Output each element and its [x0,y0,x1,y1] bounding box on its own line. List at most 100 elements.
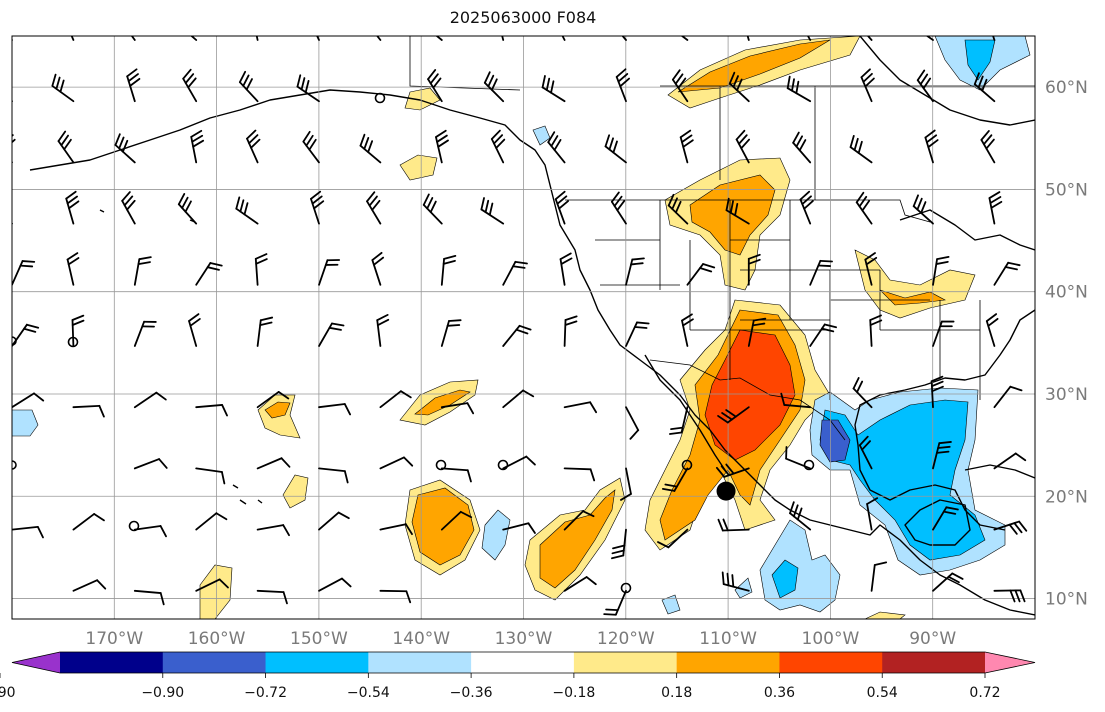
wind-barb [133,256,152,286]
wind-barb [669,406,689,435]
wind-barb [72,579,107,592]
lon-tick-label: 140°W [392,629,450,649]
wind-barb [496,36,505,41]
wind-barb [440,467,472,483]
wind-barb [860,68,875,103]
wind-barb [735,129,751,164]
field-positive-greatlakes-orange [879,289,946,306]
wind-barb [318,511,350,531]
lat-tick-label: 10°N [1045,590,1088,610]
lon-tick-label: 160°W [188,629,246,649]
colorbar-segment [265,652,369,673]
wind-barb [924,129,939,164]
coastline-cuba [964,464,1035,479]
longitude-labels: 170°W 160°W 150°W 140°W 130°W 120°W 110°W 100°W… [85,629,956,649]
wind-barb [480,197,505,225]
gridlines [12,36,1035,619]
wind-barb [661,467,689,492]
colorbar-segment [60,652,164,673]
wind-barb [747,317,767,347]
wind-barb [993,520,1028,535]
wind-barb [932,572,964,592]
wind-barb [310,190,325,225]
border-states [595,85,1035,400]
wind-barb [12,323,40,347]
wind-barb [671,69,689,103]
wind-barb [440,402,475,415]
wind-barb [502,260,528,286]
calm-circle [12,336,17,346]
wind-barb [363,36,382,41]
wind-barb [66,252,80,286]
wind-barb [502,324,532,347]
colorbar-tick-label: −0.72 [244,685,287,701]
wind-barb [238,70,259,103]
wind-barb [988,191,1003,225]
wind-barb [547,131,566,164]
lon-tick-label: 100°W [802,629,860,649]
colorbar-segment [368,652,472,673]
wind-barb [177,193,198,225]
wind-barb [366,191,382,225]
wind-barb [747,253,761,286]
wind-barb [12,525,44,539]
wind-barb [256,391,290,409]
wind-barb [667,193,689,225]
wind-barb [376,313,390,347]
wind-barb [563,467,596,482]
wind-barb [912,194,934,225]
wind-barb [256,589,288,605]
calm-circle [803,459,815,471]
wind-barb [796,36,812,41]
wind-barb [870,561,888,592]
wind-barb [785,446,812,470]
wind-barb [930,375,944,409]
wind-barb [985,313,999,347]
wind-barb [932,441,952,470]
wind-barb [681,313,694,347]
field-positive-pacific-3-orange [414,389,471,416]
colorbar-tick-label: 0.54 [867,685,898,701]
wind-barb [993,261,1021,286]
colorbar-tick-label: −0.18 [552,685,595,701]
calm-circle [374,92,386,104]
wind-barb [604,134,627,164]
lat-tick-label: 20°N [1045,487,1088,507]
wind-barb [780,392,812,409]
wind-barb [603,589,627,616]
field-negative-hudson-mid [964,39,996,81]
wind-barb [379,456,414,470]
wind-barb [620,467,632,501]
wind-barb [72,404,105,418]
colorbar-segment [779,652,883,673]
wind-barb [910,36,934,41]
wind-barb [563,576,597,592]
wind-barb [126,68,141,103]
wind-barb [302,130,320,164]
wind-barb [182,68,198,103]
wind-barb [932,506,959,531]
colorbar-outline [11,651,1036,674]
wind-barb [12,260,36,286]
wind-barb [440,510,473,531]
wind-barb [422,193,443,225]
calm-circle [67,336,79,348]
colorbar [11,651,1036,674]
wind-barb [62,36,75,41]
wind-barb [551,36,566,41]
wind-barb [440,254,457,286]
colorbar-tick-label: −0.36 [450,685,493,701]
calm-circles [12,92,815,594]
wind-barb [740,36,750,41]
lat-tick-label: 30°N [1045,385,1088,405]
colorbar-segment [471,652,575,673]
wind-barb [799,190,814,225]
wind-barb [195,512,228,531]
wind-barb [625,406,640,440]
wind-barb [114,133,136,164]
coastline-aleutians [99,209,263,505]
field-negative-mid [481,509,511,561]
colorbar-extend-high [985,652,1035,673]
coastlines [29,36,1035,616]
